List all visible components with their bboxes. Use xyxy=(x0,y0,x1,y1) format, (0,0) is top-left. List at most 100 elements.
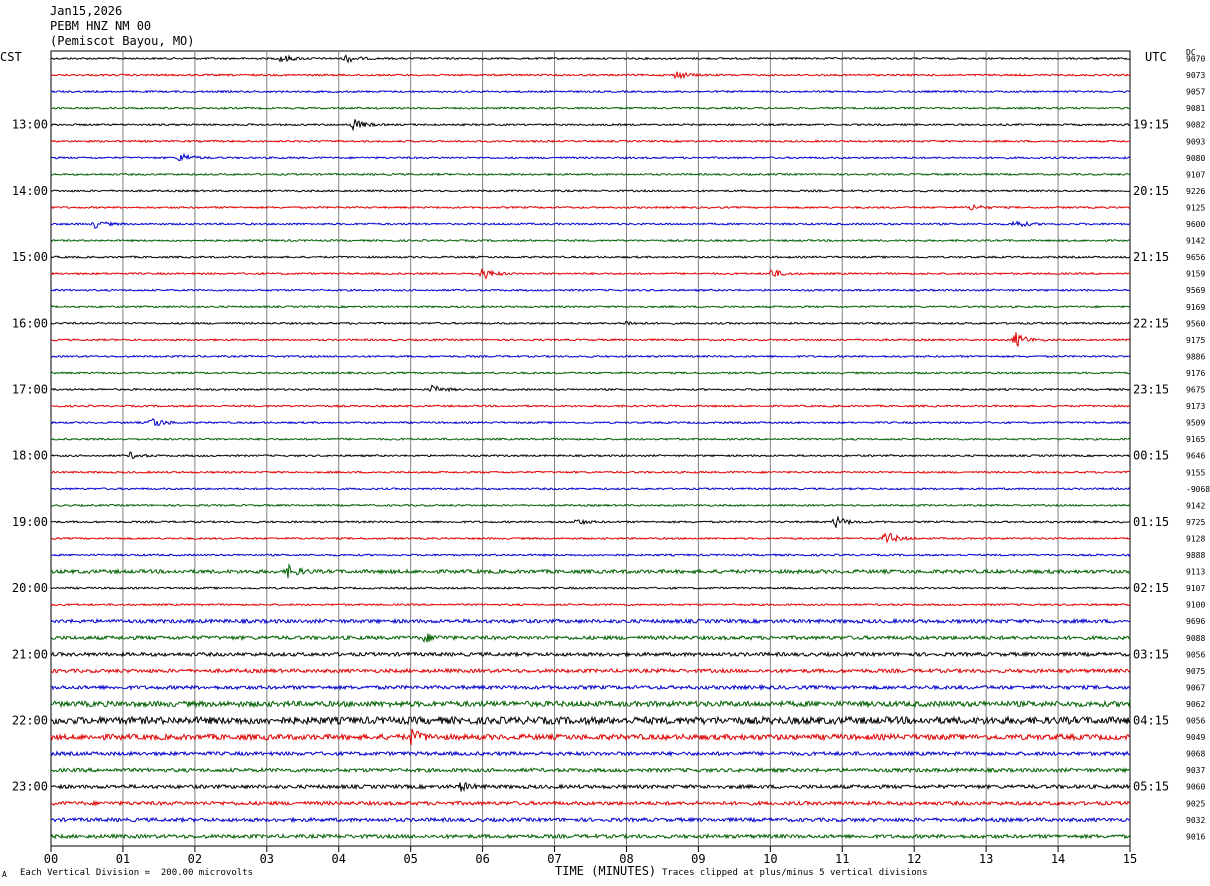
dc-offset-label: 9025 xyxy=(1186,799,1205,808)
dc-offset-label: 9049 xyxy=(1186,733,1205,742)
dc-offset-label: 9056 xyxy=(1186,650,1205,659)
x-tick-label: 07 xyxy=(547,852,561,866)
dc-offset-label: 9032 xyxy=(1186,816,1205,825)
seismic-trace xyxy=(50,71,1131,80)
seismic-trace xyxy=(50,617,1131,625)
dc-offset-label: 9509 xyxy=(1186,419,1205,428)
seismic-trace xyxy=(51,437,1131,441)
dc-offset-label: 9696 xyxy=(1186,617,1205,626)
seismic-trace xyxy=(50,781,1131,793)
header-station: PEBM HNZ NM 00 xyxy=(50,19,152,33)
x-tick-label: 00 xyxy=(44,852,58,866)
dc-offset-label: 9093 xyxy=(1186,137,1205,146)
vertical-division-note: Each Vertical Division = 200.00 microvol… xyxy=(20,868,253,878)
left-hour-label: 15:00 xyxy=(12,250,48,264)
seismic-trace xyxy=(50,332,1131,348)
plot-frame xyxy=(50,50,1131,847)
seismic-trace xyxy=(50,728,1131,746)
seismic-trace xyxy=(51,106,1131,110)
right-timezone-label: UTC xyxy=(1145,50,1167,64)
left-hour-label: 16:00 xyxy=(12,316,48,330)
left-hour-label: 21:00 xyxy=(12,647,48,661)
dc-offset-label: 9888 xyxy=(1186,551,1205,560)
dc-offset-label: 9142 xyxy=(1186,501,1205,510)
seismic-trace xyxy=(50,816,1131,824)
right-hour-label: 22:15 xyxy=(1133,316,1169,330)
dc-offset-label: 9569 xyxy=(1186,286,1205,295)
dc-offset-label: 9068 xyxy=(1186,750,1205,759)
seismic-trace xyxy=(50,54,1131,64)
left-hour-label: 17:00 xyxy=(12,383,48,397)
seismic-trace xyxy=(50,750,1131,757)
right-hour-label: 20:15 xyxy=(1133,184,1169,198)
seismic-trace xyxy=(50,172,1131,177)
x-tick-label: 06 xyxy=(475,852,489,866)
seismic-trace xyxy=(50,304,1131,309)
dc-offset-label: 9173 xyxy=(1186,402,1205,411)
trace-layer xyxy=(50,54,1131,840)
dc-offset-label: 9073 xyxy=(1186,71,1205,80)
dc-offset-label: 9656 xyxy=(1186,253,1205,262)
seismic-trace xyxy=(50,563,1131,579)
dc-offset-label: 9037 xyxy=(1186,766,1205,775)
x-tick-label: 15 xyxy=(1123,852,1137,866)
seismic-trace xyxy=(50,650,1131,658)
x-tick-label: 08 xyxy=(619,852,633,866)
seismic-trace xyxy=(50,470,1131,475)
left-hour-label: 22:00 xyxy=(12,714,48,728)
dc-offset-label: 9113 xyxy=(1186,568,1205,577)
dc-offset-label: 9075 xyxy=(1186,667,1205,676)
dc-offset-label: -9068 xyxy=(1186,485,1210,494)
x-tick-label: 01 xyxy=(116,852,130,866)
dc-offset-label: 9675 xyxy=(1186,386,1205,395)
seismic-trace xyxy=(50,189,1131,193)
right-hour-label: 19:15 xyxy=(1133,118,1169,132)
dc-offset-label: 9056 xyxy=(1186,717,1205,726)
left-timezone-label: CST xyxy=(0,50,22,64)
dc-offset-label: 9060 xyxy=(1186,783,1205,792)
dc-offset-label: 9088 xyxy=(1186,634,1205,643)
seismic-trace xyxy=(50,268,1131,280)
x-tick-label: 04 xyxy=(332,852,346,866)
seismic-trace xyxy=(50,633,1131,643)
x-tick-label: 02 xyxy=(188,852,202,866)
dc-offset-label: 9169 xyxy=(1186,303,1205,312)
dc-offset-label: 9107 xyxy=(1186,584,1205,593)
seismic-trace xyxy=(50,418,1131,427)
x-tick-label: 13 xyxy=(979,852,993,866)
seismic-trace xyxy=(50,602,1131,607)
seismic-trace xyxy=(50,799,1131,807)
seismic-trace xyxy=(50,667,1131,675)
seismic-trace xyxy=(50,371,1131,375)
seismic-trace xyxy=(50,503,1131,508)
dc-offset-label: 9725 xyxy=(1186,518,1205,527)
dc-offset-label: 9082 xyxy=(1186,121,1205,130)
seismic-trace xyxy=(50,354,1131,359)
x-axis-title: TIME (MINUTES) xyxy=(555,864,657,878)
seismic-trace xyxy=(50,553,1131,557)
seismic-trace xyxy=(50,89,1131,94)
dc-offset-label: 9081 xyxy=(1186,104,1205,113)
dc-offset-label: 9165 xyxy=(1186,435,1205,444)
dc-offset-header: DC xyxy=(1186,48,1196,57)
dc-offset-label: 9080 xyxy=(1186,154,1205,163)
footer-mark: A xyxy=(2,870,7,879)
dc-offset-label: 9159 xyxy=(1186,270,1205,279)
seismic-trace xyxy=(50,451,1131,460)
seismic-trace xyxy=(50,715,1131,726)
right-hour-label: 00:15 xyxy=(1133,449,1169,463)
right-hour-label: 02:15 xyxy=(1133,581,1169,595)
seismic-trace xyxy=(50,697,1131,709)
x-tick-label: 09 xyxy=(691,852,705,866)
seismic-trace xyxy=(50,255,1131,260)
dc-offset-label: 9107 xyxy=(1186,170,1205,179)
x-tick-label: 03 xyxy=(260,852,274,866)
dc-offset-label: 9057 xyxy=(1186,88,1205,97)
dc-offset-label: 9176 xyxy=(1186,369,1205,378)
right-hour-label: 03:15 xyxy=(1133,647,1169,661)
dc-offset-label: 9142 xyxy=(1186,237,1205,246)
seismic-trace xyxy=(50,766,1131,774)
left-hour-label: 14:00 xyxy=(12,184,48,198)
dc-offset-label: 9175 xyxy=(1186,336,1205,345)
dc-offset-label: 9125 xyxy=(1186,203,1205,212)
